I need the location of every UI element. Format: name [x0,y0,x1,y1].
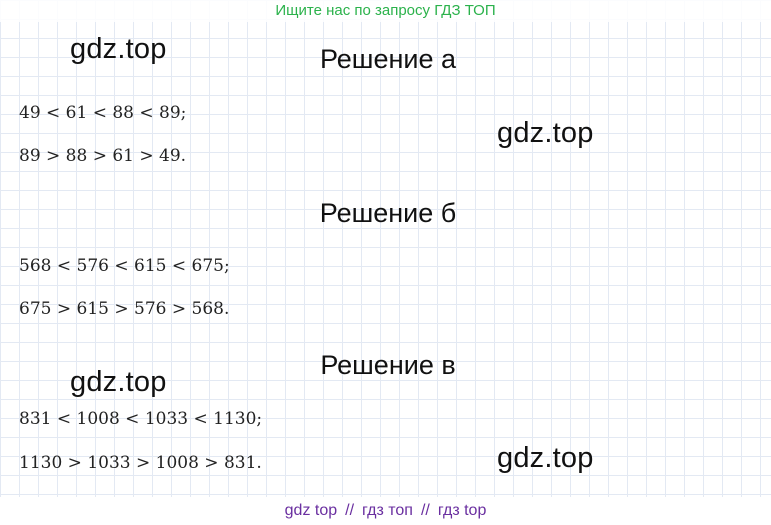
solution-heading-v: Решение в [320,350,456,380]
solution-line: 568 < 576 < 615 < 675; [19,256,230,276]
bottom-banner: gdz top // гдз топ // гдз top [0,497,771,525]
bottom-banner-link[interactable]: гдз top [437,502,487,519]
solution-heading-b: Решение б [319,198,457,228]
bottom-banner-separator: // [420,502,430,519]
solution-line: 1130 > 1033 > 1008 > 831. [19,453,262,473]
watermark-logo: gdz.top [497,117,594,149]
watermark-logo: gdz.top [70,33,167,65]
top-banner: Ищите нас по запросу ГДЗ ТОП [0,0,771,22]
solution-line: 49 < 61 < 88 < 89; [19,103,187,123]
solution-line: 675 > 615 > 576 > 568. [19,299,230,319]
solution-heading-a: Решение а [319,44,457,74]
watermark-logo: gdz.top [70,366,167,398]
bottom-banner-link[interactable]: gdz top [284,502,338,519]
bottom-banner-separator: // [345,502,355,519]
bottom-banner-link[interactable]: гдз топ [362,502,413,519]
solution-line: 831 < 1008 < 1033 < 1130; [19,409,263,429]
watermark-logo: gdz.top [497,442,594,474]
solution-line: 89 > 88 > 61 > 49. [19,146,187,166]
